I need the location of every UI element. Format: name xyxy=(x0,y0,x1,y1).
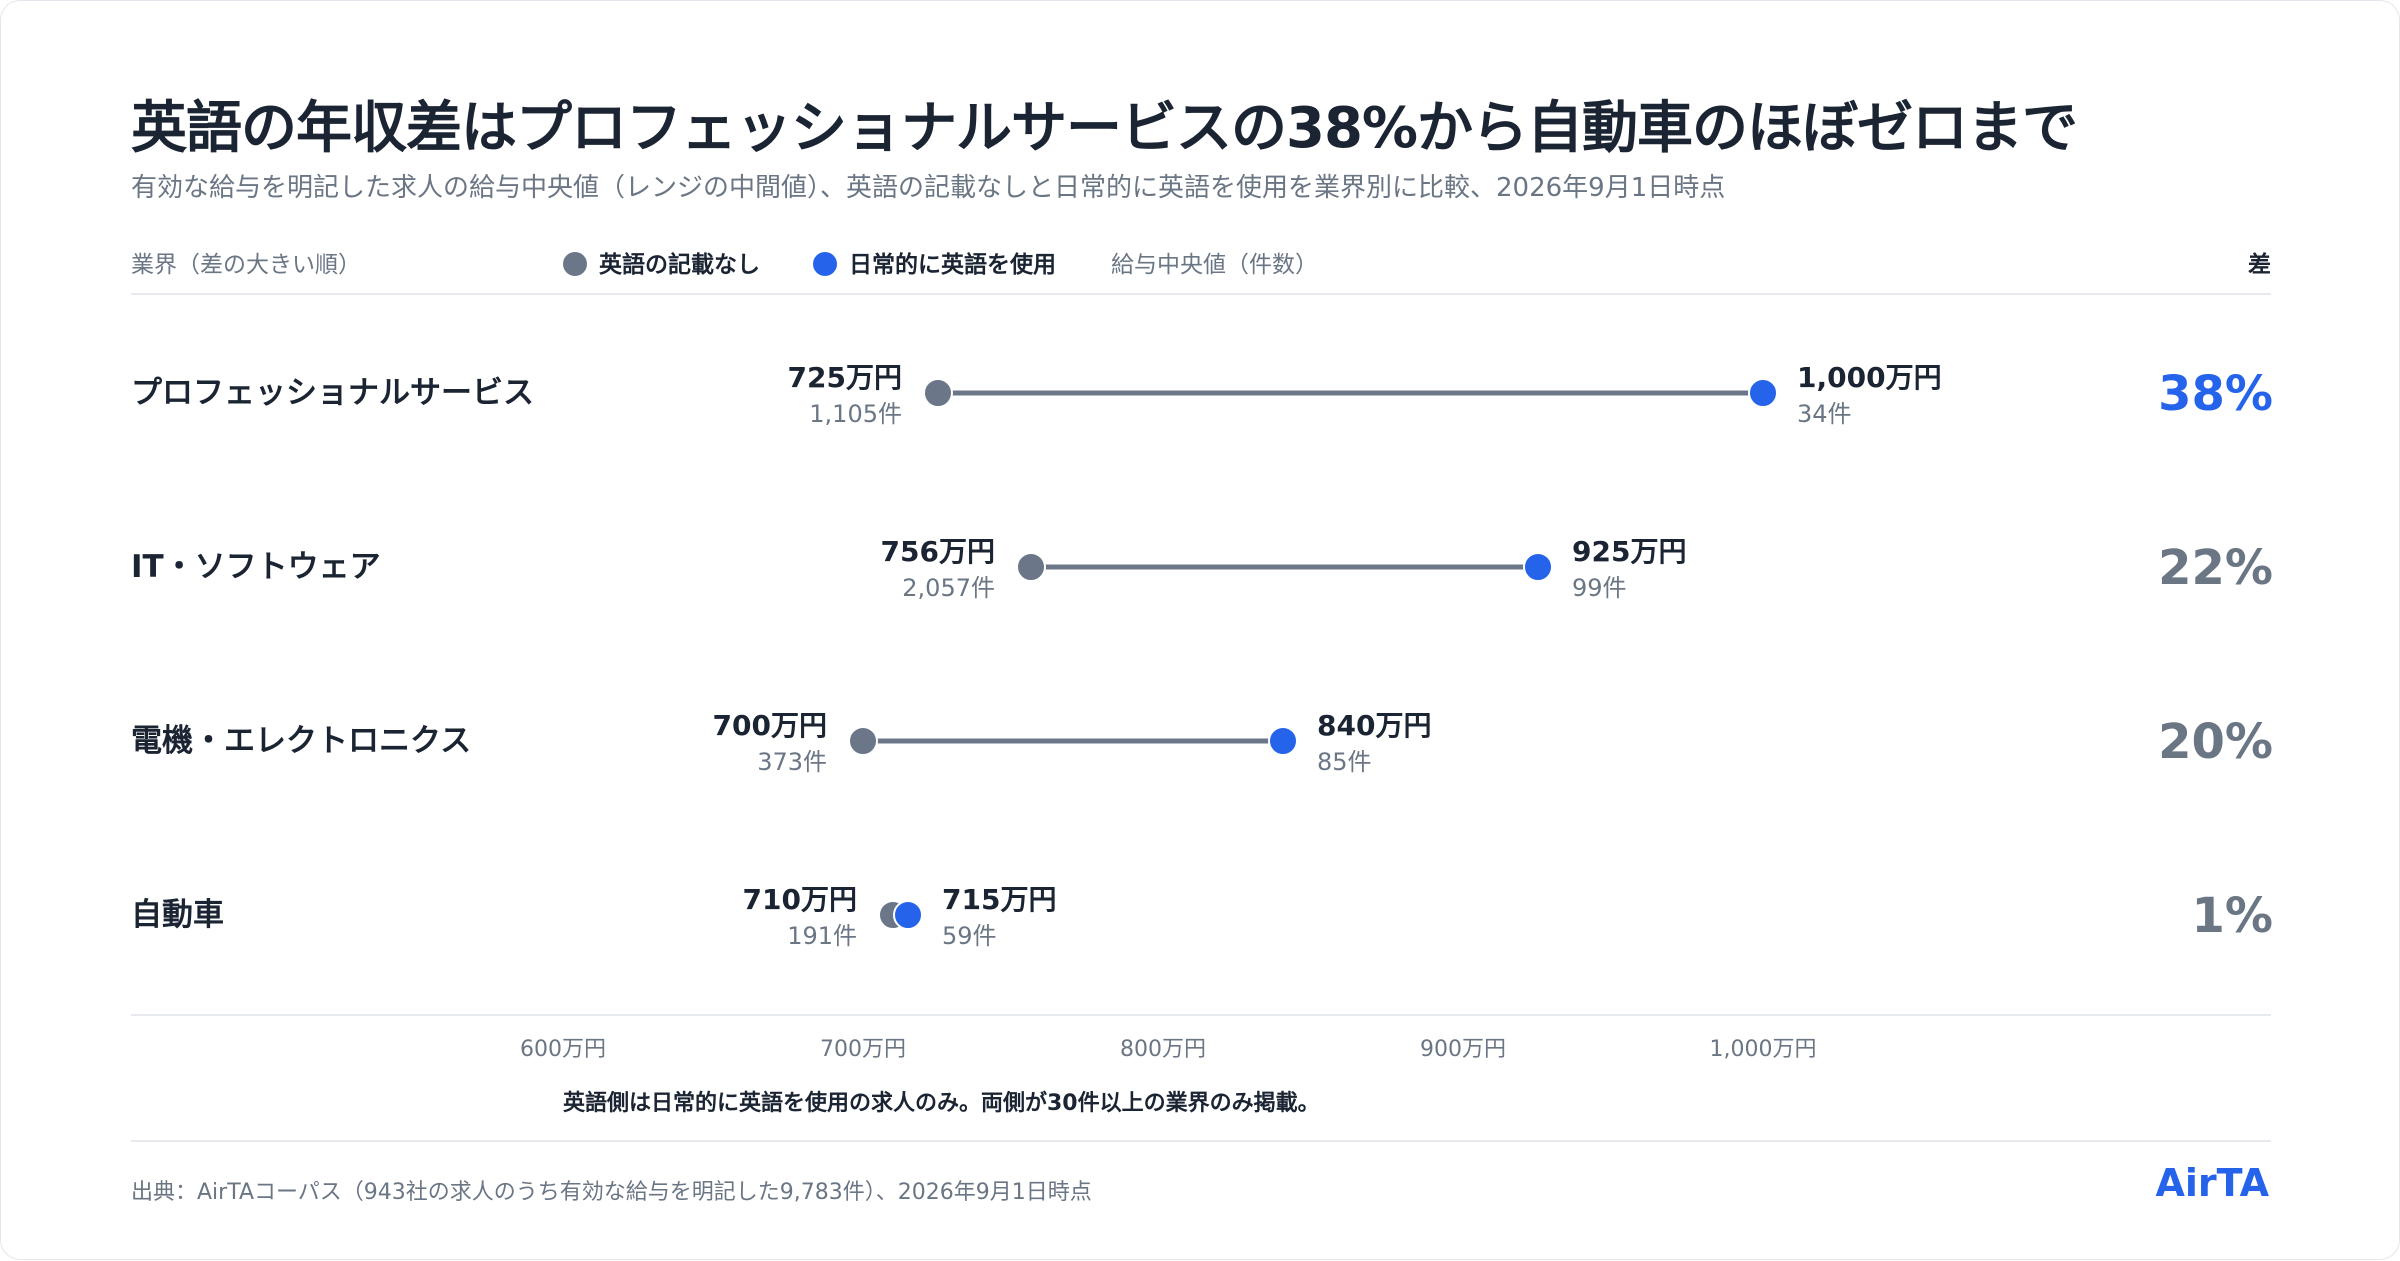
value-label-no-english: 756万円 xyxy=(881,535,995,568)
brand-logo[interactable]: AirTA xyxy=(2155,1161,2269,1205)
footer-divider xyxy=(131,1140,2271,1142)
dot-no-english xyxy=(1016,552,1046,582)
count-label-daily-english: 34件 xyxy=(1797,400,1852,428)
footnote: 英語側は日常的に英語を使用の求人のみ。両側が30件以上の業界のみ掲載。 xyxy=(563,1091,1320,1116)
value-label-daily-english: 715万円 xyxy=(942,883,1056,916)
axis-divider xyxy=(131,1014,2271,1016)
legend-no-english-label: 英語の記載なし xyxy=(599,252,760,278)
industry-label: プロフェッショナルサービス xyxy=(131,375,534,411)
count-label-no-english: 191件 xyxy=(787,922,857,950)
x-tick-label: 900万円 xyxy=(1420,1037,1506,1062)
dot-daily-english xyxy=(1748,378,1778,408)
x-tick-label: 1,000万円 xyxy=(1710,1037,1817,1062)
legend-daily-english: 日常的に英語を使用 xyxy=(813,245,1056,279)
header-divider xyxy=(131,293,2271,295)
dot-daily-english xyxy=(1523,552,1553,582)
count-label-no-english: 2,057件 xyxy=(902,574,995,602)
value-label-daily-english: 1,000万円 xyxy=(1797,361,1942,394)
dot-no-english xyxy=(923,378,953,408)
legend-no-english: 英語の記載なし xyxy=(563,245,760,279)
gap-value: 22% xyxy=(2158,540,2273,596)
dot-daily-english xyxy=(893,900,923,930)
legend-daily-english-label: 日常的に英語を使用 xyxy=(849,252,1056,278)
count-label-daily-english: 59件 xyxy=(942,922,997,950)
column-header-median: 給与中央値（件数） xyxy=(1111,252,1318,278)
value-label-daily-english: 925万円 xyxy=(1572,535,1686,568)
source-text: 出典：AirTAコーパス（943社の求人のうち有効な給与を明記した9,783件）… xyxy=(131,1180,1092,1205)
column-header-gap: 差 xyxy=(2248,252,2271,278)
value-label-daily-english: 840万円 xyxy=(1317,709,1431,742)
value-label-no-english: 725万円 xyxy=(788,361,902,394)
industry-label: IT・ソフトウェア xyxy=(131,549,381,585)
count-label-daily-english: 85件 xyxy=(1317,748,1372,776)
gap-value: 20% xyxy=(2158,714,2273,770)
count-label-daily-english: 99件 xyxy=(1572,574,1627,602)
legend-dot-blue-icon xyxy=(813,252,837,276)
industry-label: 自動車 xyxy=(131,897,224,933)
gap-value: 1% xyxy=(2192,888,2274,944)
x-tick-label: 700万円 xyxy=(820,1037,906,1062)
value-label-no-english: 710万円 xyxy=(743,883,857,916)
count-label-no-english: 373件 xyxy=(757,748,827,776)
industry-label: 電機・エレクトロニクス xyxy=(131,723,471,759)
x-tick-label: 800万円 xyxy=(1120,1037,1206,1062)
dot-no-english xyxy=(848,726,878,756)
chart-subtitle: 有効な給与を明記した求人の給与中央値（レンジの中間値）、英語の記載なしと日常的に… xyxy=(131,173,1726,203)
dot-daily-english xyxy=(1268,726,1298,756)
value-label-no-english: 700万円 xyxy=(713,709,827,742)
count-label-no-english: 1,105件 xyxy=(809,400,902,428)
chart-title: 英語の年収差はプロフェッショナルサービスの38%から自動車のほぼゼロまで xyxy=(131,96,2078,161)
x-tick-label: 600万円 xyxy=(520,1037,606,1062)
gap-value: 38% xyxy=(2158,366,2273,422)
column-header-industry: 業界（差の大きい順） xyxy=(131,252,361,278)
legend-dot-gray-icon xyxy=(563,252,587,276)
